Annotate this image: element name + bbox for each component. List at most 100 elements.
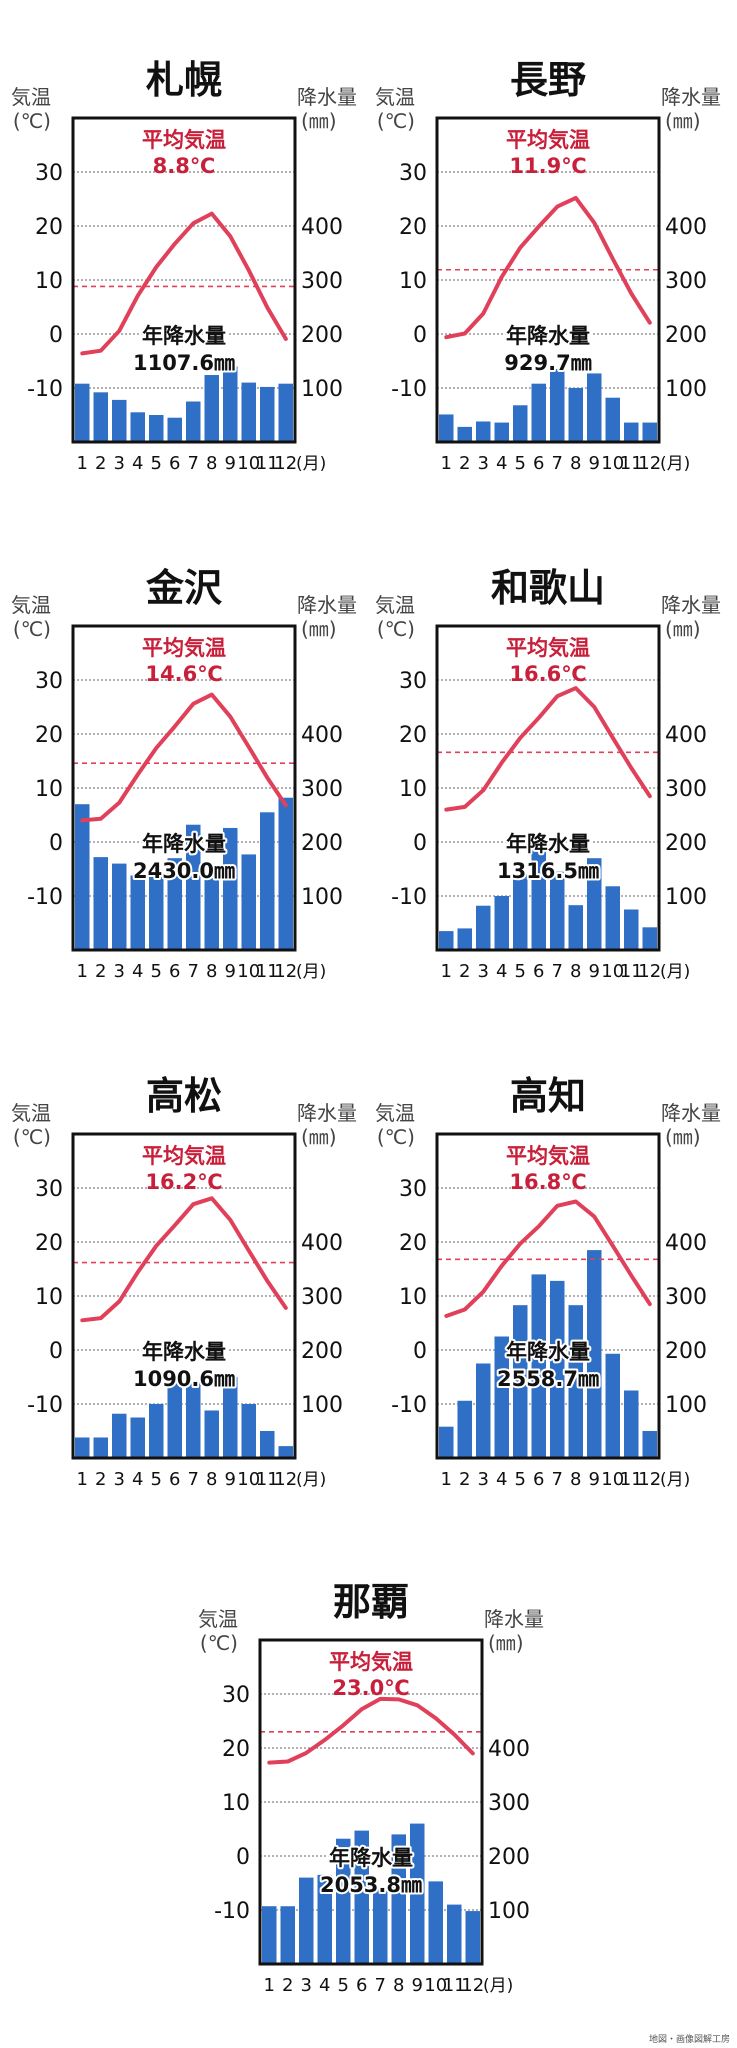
credit-text: 地図・画像図解工房 — [649, 2033, 730, 2045]
month-unit-label: (月) — [660, 1470, 690, 1490]
precip-bar — [494, 1336, 509, 1458]
precip-bar — [93, 392, 108, 442]
temp-axis-title-line1: 気温 — [375, 593, 415, 617]
month-label: 10 — [237, 453, 260, 474]
city-title: 和歌山 — [491, 566, 605, 610]
annual-precip-value: 2430.0㎜ — [133, 859, 235, 883]
temperature-line — [80, 692, 288, 823]
climate-chart-6: 高知気温(℃)降水量(㎜)3020100-10400300200100平均気温1… — [375, 1074, 721, 1490]
precip-tick-label: 200 — [665, 1339, 707, 1364]
month-label: 5 — [515, 1469, 526, 1490]
month-label: 12 — [274, 453, 297, 474]
precip-axis-title-line2: (㎜) — [488, 1631, 524, 1655]
precip-bar — [280, 1906, 295, 1964]
precip-tick-label: 100 — [301, 885, 343, 910]
temp-tick-label: -10 — [27, 1393, 63, 1418]
month-label: 11 — [620, 453, 643, 474]
month-label: 12 — [274, 1469, 297, 1490]
month-label: 8 — [206, 453, 217, 474]
precip-bar — [130, 1417, 145, 1458]
precip-bar — [299, 1877, 314, 1964]
temp-tick-label: -10 — [214, 1899, 250, 1924]
month-label: 12 — [638, 1469, 661, 1490]
month-label: 9 — [225, 453, 236, 474]
precip-bar — [568, 905, 583, 950]
month-label: 3 — [114, 961, 125, 982]
temp-axis-title-line1: 気温 — [375, 1101, 415, 1125]
month-label: 6 — [533, 453, 544, 474]
temp-axis-title-line1: 気温 — [11, 593, 51, 617]
month-label: 4 — [496, 453, 507, 474]
precip-tick-label: 400 — [665, 1231, 707, 1256]
month-label: 2 — [459, 1469, 470, 1490]
precip-bar — [204, 375, 219, 442]
month-label: 1 — [441, 453, 452, 474]
precip-bar — [373, 1887, 388, 1964]
month-label: 2 — [282, 1975, 293, 1996]
temp-axis-title-line2: (℃) — [377, 109, 415, 133]
city-title: 長野 — [510, 58, 586, 102]
annual-precip-label: 年降水量 — [506, 832, 590, 856]
precip-bar — [513, 1305, 528, 1458]
precip-tick-label: 400 — [665, 723, 707, 748]
month-label: 4 — [496, 961, 507, 982]
temp-tick-label: 30 — [399, 161, 427, 186]
precip-bar — [550, 369, 565, 442]
precip-bar — [457, 928, 472, 950]
annual-precip-value: 1316.5㎜ — [497, 859, 599, 883]
plot-frame — [435, 116, 661, 444]
temp-tick-label: -10 — [27, 377, 63, 402]
month-label: 2 — [459, 961, 470, 982]
month-label: 6 — [169, 961, 180, 982]
month-label: 9 — [589, 1469, 600, 1490]
month-label: 2 — [95, 453, 106, 474]
temp-tick-label: -10 — [27, 885, 63, 910]
avg-temp-label: 平均気温 — [506, 636, 590, 660]
avg-temp-label: 平均気温 — [329, 1650, 413, 1674]
precip-tick-label: 200 — [488, 1845, 530, 1870]
temp-tick-label: 20 — [35, 723, 63, 748]
precip-axis-title-line2: (㎜) — [301, 617, 337, 641]
precip-bar — [241, 1404, 256, 1458]
climate-chart-3: 金沢気温(℃)降水量(㎜)3020100-10400300200100平均気温1… — [11, 566, 357, 982]
month-label: 9 — [589, 961, 600, 982]
precip-tick-label: 200 — [665, 323, 707, 348]
month-label: 8 — [393, 1975, 404, 1996]
month-label: 8 — [570, 453, 581, 474]
precip-bar — [568, 388, 583, 442]
precip-bar — [587, 1250, 602, 1458]
month-label: 11 — [443, 1975, 466, 1996]
month-label: 10 — [601, 453, 624, 474]
temp-tick-label: 30 — [399, 1177, 427, 1202]
plot-frame — [71, 116, 297, 444]
precip-bar — [241, 382, 256, 442]
temperature-line — [80, 211, 288, 356]
precip-bar — [186, 401, 201, 442]
precip-bar — [391, 1834, 406, 1964]
month-label: 3 — [478, 961, 489, 982]
precip-bar — [494, 896, 509, 950]
precip-bar — [75, 383, 90, 442]
temp-axis-title-line2: (℃) — [377, 617, 415, 641]
precip-bar — [439, 1426, 454, 1458]
temp-tick-label: 10 — [222, 1791, 250, 1816]
annual-precip-label: 年降水量 — [506, 1340, 590, 1364]
temp-axis-title-line1: 気温 — [375, 85, 415, 109]
precip-tick-label: 200 — [301, 831, 343, 856]
month-label: 6 — [533, 961, 544, 982]
precip-bar — [605, 886, 620, 950]
avg-temp-value: 16.6℃ — [509, 662, 586, 686]
precip-bar — [531, 1274, 546, 1458]
precip-axis-title-line1: 降水量 — [484, 1607, 544, 1631]
month-label: 6 — [169, 453, 180, 474]
precip-bar — [587, 373, 602, 442]
month-label: 3 — [114, 1469, 125, 1490]
month-label: 1 — [264, 1975, 275, 1996]
month-label: 4 — [319, 1975, 330, 1996]
month-label: 11 — [620, 1469, 643, 1490]
precip-axis-title-line2: (㎜) — [301, 1125, 337, 1149]
month-label: 1 — [77, 1469, 88, 1490]
month-label: 8 — [206, 961, 217, 982]
avg-temp-label: 平均気温 — [142, 636, 226, 660]
month-label: 11 — [620, 961, 643, 982]
